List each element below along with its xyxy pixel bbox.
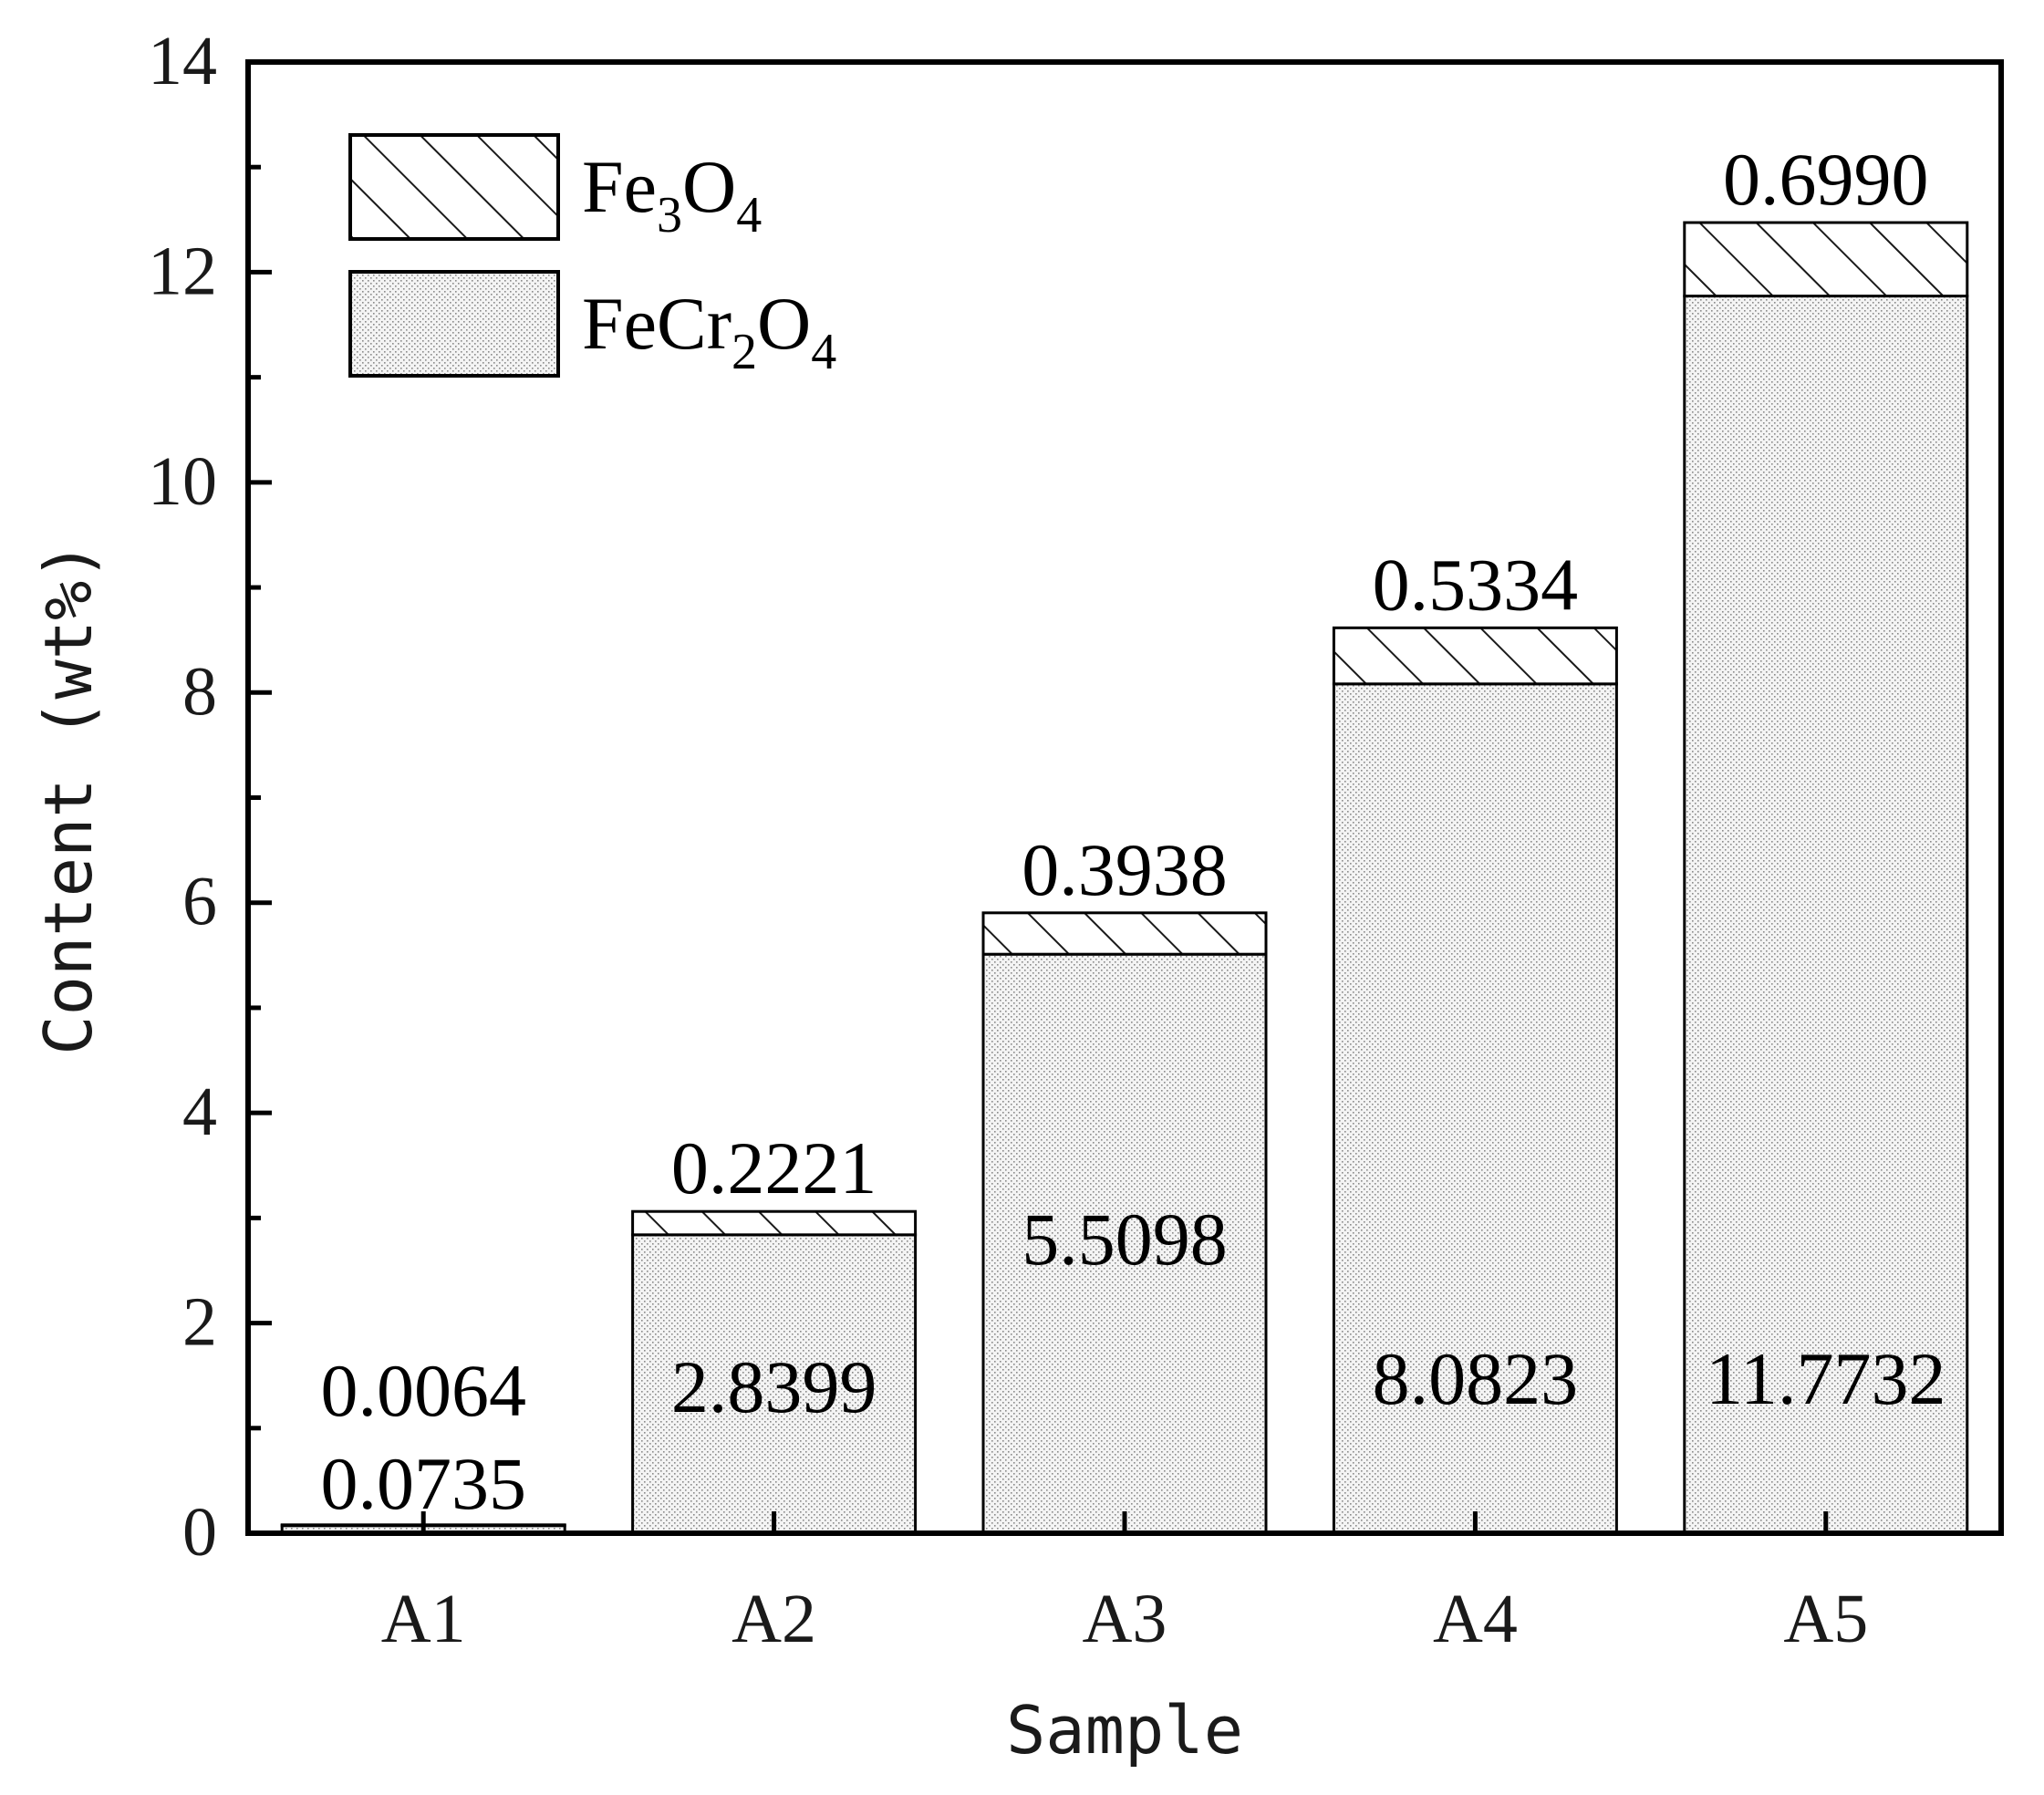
y-tick-label: 0	[182, 1494, 217, 1571]
x-axis-title: Sample	[1006, 1692, 1243, 1769]
data-label-fe3o4-a3: 0.3938	[1022, 828, 1228, 911]
data-label-fe3o4-a5: 0.6990	[1723, 138, 1929, 221]
x-tick-label: A3	[1083, 1581, 1167, 1657]
data-label-fecr2o4-a4: 8.0823	[1373, 1337, 1579, 1420]
y-tick-label: 2	[182, 1284, 217, 1361]
bar-labels-layer: 0.0064 0.0735 0.2221 2.8399 0.3938 5.5098 0.53…	[320, 138, 1945, 1525]
x-tick-label: A5	[1783, 1581, 1868, 1657]
data-label-fecr2o4-a1: 0.0735	[320, 1442, 526, 1525]
y-tick-label: 6	[182, 864, 217, 940]
bar-fe3o4-a5	[1683, 221, 1969, 298]
bars-layer	[280, 221, 1969, 1535]
x-tick-label: A4	[1433, 1581, 1518, 1657]
data-label-fecr2o4-a2: 2.8399	[671, 1345, 877, 1428]
y-tick-label: 4	[182, 1074, 217, 1150]
y-axis: 0 2 4 6 8 10 12 14	[148, 23, 272, 1571]
bar-fecr2o4-a2	[631, 1233, 918, 1535]
data-label-fecr2o4-a3: 5.5098	[1022, 1198, 1228, 1281]
y-tick-label: 12	[148, 233, 217, 309]
data-label-fecr2o4-a5: 11.7732	[1706, 1337, 1945, 1420]
x-tick-label: A1	[381, 1581, 466, 1657]
legend: Fe3O4 FeCr2O4	[348, 133, 836, 380]
bar-fe3o4-a3	[981, 911, 1268, 956]
x-tick-label: A2	[731, 1581, 816, 1657]
y-tick-label: 8	[182, 653, 217, 730]
data-label-fe3o4-a1: 0.0064	[320, 1349, 526, 1432]
data-label-fe3o4-a4: 0.5334	[1373, 543, 1579, 626]
legend-label-fecr2o4: FeCr2O4	[582, 282, 836, 380]
bar-fecr2o4-a3	[981, 952, 1268, 1535]
legend-swatch-fecr2o4	[348, 270, 560, 378]
legend-label-fe3o4: Fe3O4	[582, 145, 762, 244]
y-tick-label: 10	[148, 443, 217, 520]
y-tick-label: 14	[148, 23, 217, 99]
bar-fe3o4-a2	[631, 1209, 918, 1237]
legend-swatch-fe3o4	[348, 133, 560, 241]
bar-fe3o4-a4	[1332, 626, 1618, 686]
bar-fecr2o4-a5	[1683, 295, 1969, 1535]
data-label-fe3o4-a2: 0.2221	[671, 1126, 877, 1209]
y-axis-title: Content (wt%)	[30, 541, 107, 1055]
x-axis: A1 A2 A3 A4 A5	[381, 1511, 1868, 1657]
